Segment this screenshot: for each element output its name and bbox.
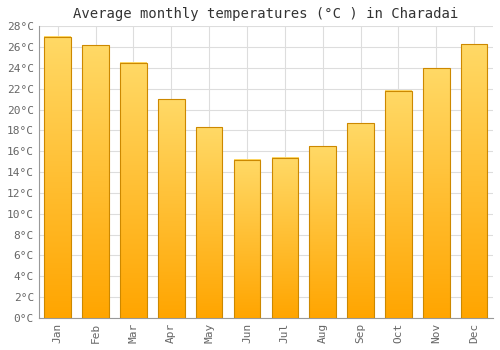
Bar [272,158,298,318]
Bar [120,63,146,318]
Bar [310,146,336,318]
Title: Average monthly temperatures (°C ) in Charadai: Average monthly temperatures (°C ) in Ch… [74,7,458,21]
Bar [423,68,450,318]
Bar [158,99,184,318]
Bar [234,160,260,318]
Bar [44,37,71,318]
Bar [82,45,109,318]
Bar [310,146,336,318]
Bar [196,127,222,318]
Bar [82,45,109,318]
Bar [120,63,146,318]
Bar [423,68,450,318]
Bar [348,123,374,318]
Bar [158,99,184,318]
Bar [272,158,298,318]
Bar [385,91,411,318]
Bar [461,44,487,318]
Bar [44,37,71,318]
Bar [385,91,411,318]
Bar [461,44,487,318]
Bar [196,127,222,318]
Bar [234,160,260,318]
Bar [348,123,374,318]
